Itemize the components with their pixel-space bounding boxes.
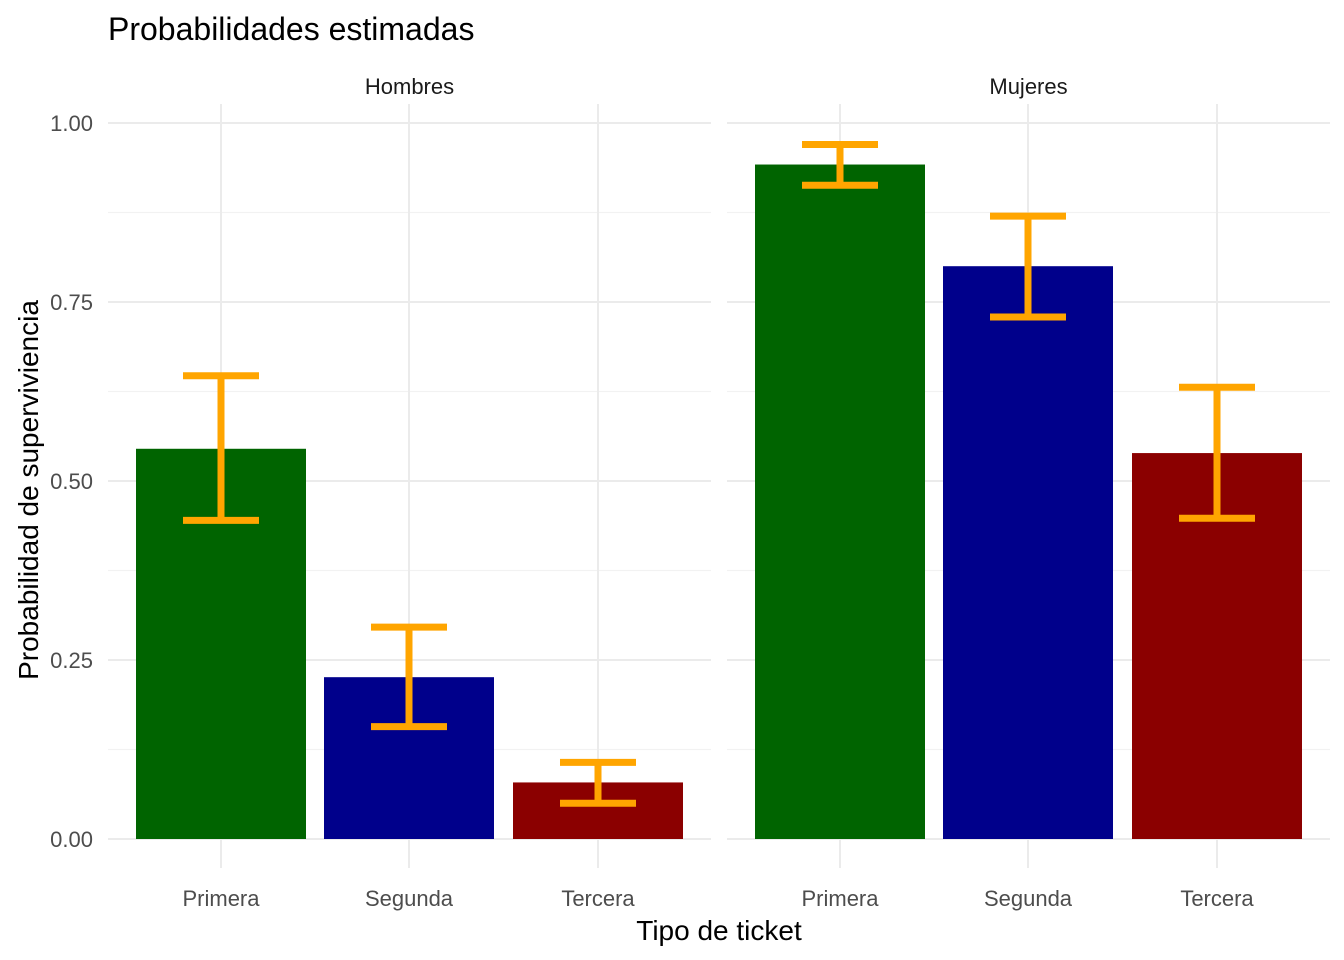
x-tick-label: Primera <box>801 886 879 911</box>
facet-panel-hombres: Hombres Primera Segunda Tercera <box>108 74 711 911</box>
y-tick-label: 0.00 <box>50 827 93 852</box>
error-bar-tercera <box>1179 383 1255 522</box>
error-bar-primera <box>802 140 878 189</box>
facet-panel-mujeres: Mujeres Primera Segunda Tercera <box>727 74 1330 911</box>
y-tick-label: 0.50 <box>50 469 93 494</box>
chart-title: Probabilidades estimadas <box>108 11 474 47</box>
error-bar-segunda <box>990 212 1066 321</box>
facet-strip-label: Hombres <box>365 74 454 99</box>
x-tick-label: Segunda <box>984 886 1073 911</box>
bar-primera <box>755 164 925 839</box>
y-axis-title: Probabilidad de superviviencia <box>13 300 44 680</box>
facet-panels: Hombres Primera Segunda Tercera Mujeres Prime… <box>108 74 1330 911</box>
y-axis: 0.00 0.25 0.50 0.75 1.00 <box>50 111 93 852</box>
x-axis-title: Tipo de ticket <box>636 915 802 946</box>
bar-segunda <box>943 266 1113 839</box>
facet-strip-label: Mujeres <box>989 74 1067 99</box>
x-tick-label: Primera <box>182 886 260 911</box>
y-tick-label: 0.25 <box>50 648 93 673</box>
x-tick-label: Tercera <box>561 886 635 911</box>
x-tick-label: Tercera <box>1180 886 1254 911</box>
error-bar-primera <box>183 372 259 524</box>
y-tick-label: 1.00 <box>50 111 93 136</box>
x-tick-label: Segunda <box>365 886 454 911</box>
y-tick-label: 0.75 <box>50 290 93 315</box>
error-bar-segunda <box>371 623 447 731</box>
error-bar-tercera <box>560 758 636 807</box>
